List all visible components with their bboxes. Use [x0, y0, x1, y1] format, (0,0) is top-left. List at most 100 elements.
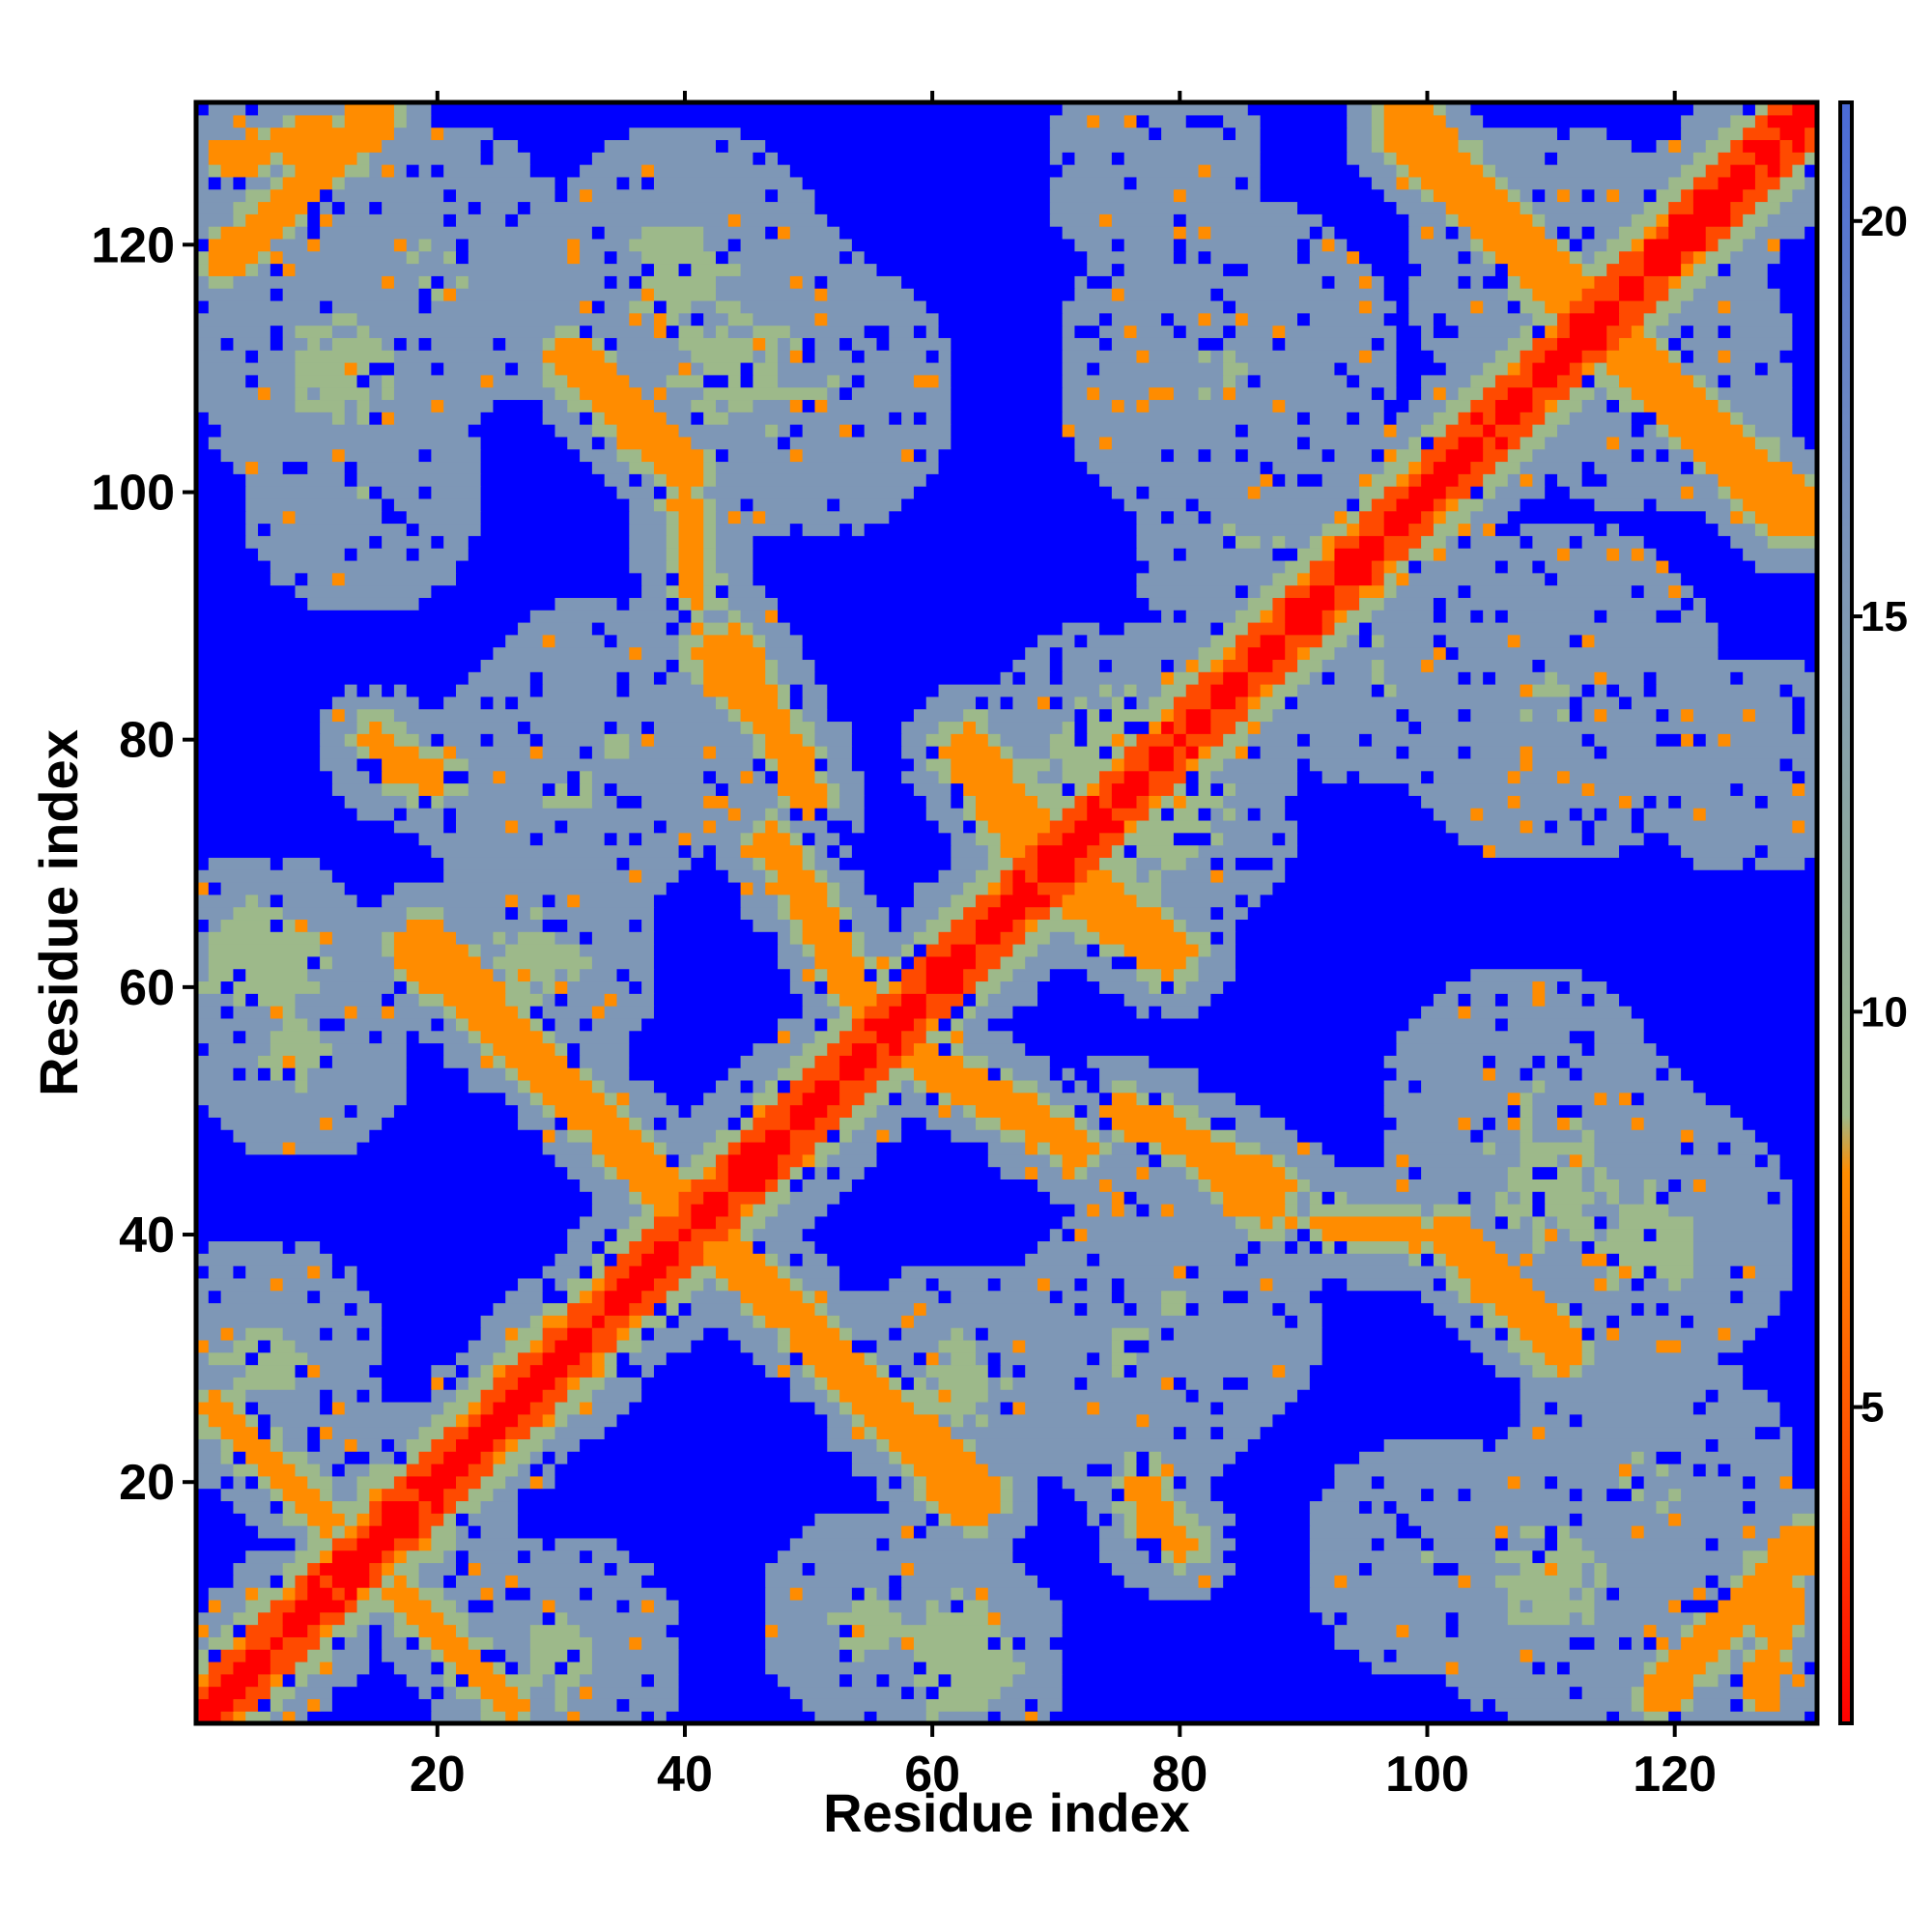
- heatmap-cell: [1767, 1636, 1793, 1650]
- heatmap-cell: [1792, 757, 1818, 772]
- heatmap-cell: [691, 436, 779, 450]
- heatmap-cell: [925, 1525, 964, 1539]
- heatmap-cell: [1111, 1290, 1125, 1304]
- heatmap-cell: [455, 1562, 469, 1576]
- heatmap-cell: [629, 473, 642, 487]
- heatmap-cell: [196, 770, 333, 784]
- heatmap-cell: [1185, 955, 1200, 970]
- heatmap-cell: [455, 931, 495, 945]
- heatmap-cell: [864, 1017, 915, 1032]
- heatmap-cell: [1099, 746, 1113, 759]
- heatmap-cell: [851, 1463, 902, 1477]
- heatmap-cell: [1049, 968, 1088, 982]
- heatmap-cell: [839, 1636, 890, 1650]
- heatmap-cell: [691, 610, 704, 623]
- heatmap-cell: [245, 497, 383, 512]
- heatmap-cell: [196, 535, 246, 549]
- heatmap-cell: [320, 857, 444, 870]
- heatmap-cell: [715, 1129, 742, 1143]
- heatmap-cell: [443, 906, 506, 921]
- heatmap-cell: [1000, 869, 1014, 883]
- heatmap-cell: [1087, 1513, 1100, 1526]
- heatmap-cell: [431, 486, 482, 499]
- heatmap-cell: [851, 1624, 866, 1637]
- heatmap-cell: [1235, 894, 1249, 908]
- heatmap-cell: [1185, 1377, 1224, 1390]
- heatmap-cell: [839, 497, 902, 512]
- heatmap-cell: [1272, 535, 1286, 549]
- heatmap-cell: [901, 1463, 915, 1477]
- heatmap-cell: [320, 1661, 333, 1675]
- heatmap-cell: [938, 869, 977, 883]
- heatmap-cell: [1309, 584, 1336, 598]
- heatmap-cell: [1532, 424, 1558, 438]
- heatmap-cell: [925, 1698, 989, 1712]
- heatmap-cell: [356, 1438, 383, 1452]
- heatmap-cell: [1037, 634, 1076, 648]
- heatmap-cell: [1123, 1463, 1138, 1477]
- heatmap-cell: [493, 1636, 531, 1650]
- heatmap-cell: [1445, 1611, 1460, 1626]
- heatmap-cell: [1656, 1042, 1818, 1056]
- heatmap-cell: [1000, 1129, 1026, 1143]
- y-tick-label: 60: [119, 960, 175, 1016]
- heatmap-cell: [778, 906, 791, 921]
- heatmap-cell: [1111, 152, 1125, 165]
- heatmap-cell: [1371, 275, 1385, 289]
- heatmap-cell: [715, 275, 791, 289]
- heatmap-cell: [1408, 708, 1460, 723]
- heatmap-cell: [1099, 1401, 1211, 1415]
- heatmap-cell: [382, 1351, 457, 1366]
- heatmap-cell: [1111, 1092, 1138, 1106]
- heatmap-cell: [567, 1055, 581, 1068]
- heatmap-cell: [1421, 1006, 1460, 1019]
- heatmap-cell: [814, 1290, 828, 1304]
- heatmap-cell: [1532, 535, 1571, 549]
- heatmap-cell: [851, 1327, 890, 1341]
- heatmap-cell: [1668, 1277, 1682, 1292]
- heatmap-cell: [245, 993, 259, 1007]
- heatmap-cell: [703, 634, 754, 648]
- heatmap-cell: [369, 1562, 383, 1576]
- heatmap-cell: [505, 968, 519, 982]
- heatmap-cell: [282, 1698, 308, 1712]
- heatmap-cell: [851, 1413, 866, 1428]
- heatmap-cell: [1494, 1055, 1533, 1068]
- heatmap-cell: [196, 1067, 235, 1081]
- heatmap-cell: [196, 1277, 271, 1292]
- heatmap-cell: [1681, 325, 1694, 338]
- colorbar: [1838, 100, 1854, 1725]
- heatmap-cell: [1309, 1215, 1422, 1230]
- heatmap-cell: [789, 906, 840, 921]
- heatmap-cell: [889, 1475, 902, 1490]
- heatmap-cell: [1149, 1549, 1162, 1564]
- heatmap-cell: [1235, 535, 1262, 549]
- heatmap-cell: [1087, 1117, 1100, 1130]
- heatmap-cell: [1718, 473, 1805, 487]
- heatmap-cell: [629, 1240, 655, 1254]
- heatmap-cell: [554, 1451, 568, 1464]
- heatmap-cell: [653, 721, 742, 734]
- heatmap-cell: [505, 1364, 531, 1378]
- heatmap-cell: [320, 721, 358, 734]
- heatmap-cell: [220, 1117, 321, 1130]
- heatmap-cell: [629, 646, 642, 661]
- heatmap-cell: [1656, 1661, 1707, 1675]
- heatmap-cell: [1581, 1253, 1607, 1266]
- heatmap-cell: [851, 1042, 878, 1056]
- heatmap-cell: [1099, 1129, 1113, 1143]
- heatmap-cell: [1408, 1079, 1422, 1094]
- heatmap-cell: [1656, 610, 1682, 623]
- heatmap-cell: [1718, 1463, 1731, 1477]
- heatmap-cell: [740, 299, 927, 314]
- heatmap-cell: [1421, 770, 1435, 784]
- heatmap-cell: [1804, 721, 1818, 734]
- heatmap-cell: [1247, 312, 1298, 327]
- heatmap-cell: [938, 1092, 952, 1106]
- heatmap-cell: [258, 1055, 284, 1068]
- heatmap-cell: [1445, 646, 1460, 661]
- heatmap-cell: [1272, 881, 1818, 895]
- heatmap-cell: [1606, 436, 1620, 450]
- heatmap-cell: [1532, 473, 1546, 487]
- heatmap-cell: [233, 1562, 284, 1576]
